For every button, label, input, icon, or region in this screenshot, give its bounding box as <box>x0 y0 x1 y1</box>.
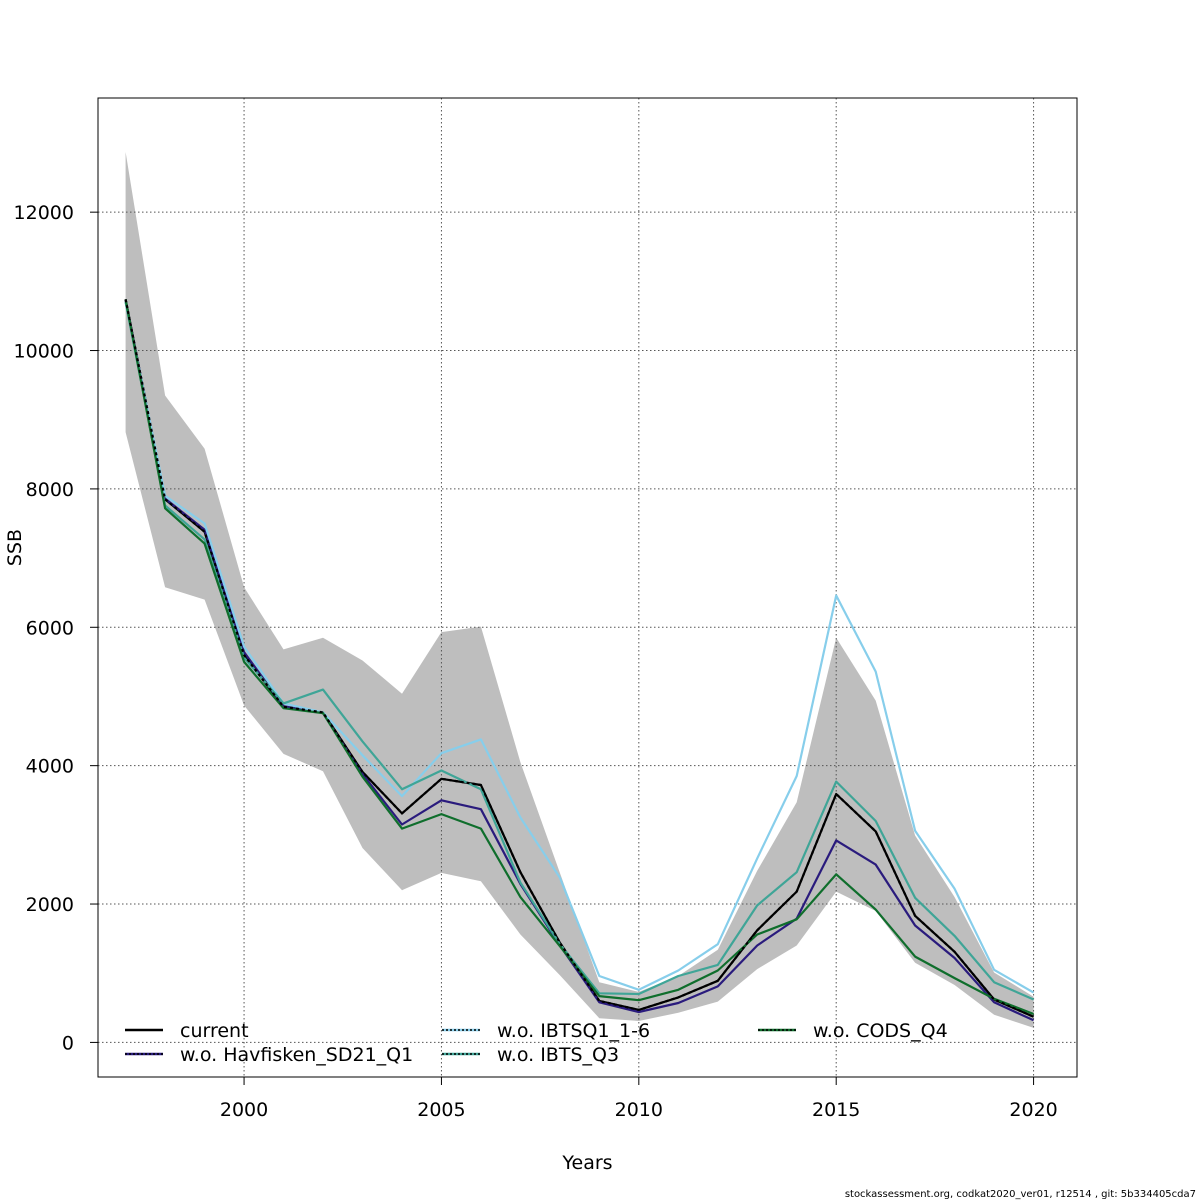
y-tick-label-2000: 2000 <box>26 894 74 916</box>
y-axis: 0 2000 4000 6000 8000 10000 12000 <box>14 202 98 1054</box>
legend-item-w-o-ibts-q3: w.o. IBTS_Q3 <box>442 1044 619 1066</box>
x-axis: 2000 2005 2010 2015 2020 <box>220 1077 1058 1121</box>
y-tick-label-0: 0 <box>62 1032 74 1054</box>
legend-item-current: current <box>125 1020 249 1042</box>
x-axis-title: Years <box>561 1152 612 1174</box>
plot-frame <box>97 97 1078 1078</box>
confidence-band-layer <box>125 152 1034 1028</box>
x-tick-label-2020: 2020 <box>1009 1099 1057 1121</box>
legend-item-w-o-cods-q4: w.o. CODS_Q4 <box>758 1020 948 1042</box>
y-tick-label-10000: 10000 <box>14 341 74 363</box>
y-tick-label-12000: 12000 <box>14 202 74 224</box>
x-tick-label-2000: 2000 <box>220 1099 268 1121</box>
legend-label: current <box>180 1020 249 1042</box>
confidence-band <box>125 152 1034 1028</box>
x-tick-label-2005: 2005 <box>417 1099 465 1121</box>
series-line-current-overlay <box>124 299 1035 1018</box>
y-tick-label-4000: 4000 <box>26 756 74 778</box>
series-line-w-o-cods-q4 <box>124 299 1034 1016</box>
y-tick-label-6000: 6000 <box>26 617 74 639</box>
legend-item-w-o-havfisken-sd21-q1: w.o. Havfisken_SD21_Q1 <box>125 1044 413 1066</box>
series-line-w-o-ibtsq1-1-6 <box>124 301 1035 994</box>
legend-label: w.o. IBTSQ1_1-6 <box>497 1020 650 1042</box>
x-tick-label-2010: 2010 <box>615 1099 663 1121</box>
footer-credit: stockassessment.org, codkat2020_ver01, r… <box>845 1189 1196 1200</box>
series-line-w-o-ibts-q3 <box>124 301 1035 1001</box>
gridlines <box>98 98 1077 1077</box>
y-axis-title: SSB <box>4 529 26 566</box>
legend-label: w.o. CODS_Q4 <box>813 1020 948 1042</box>
y-tick-label-8000: 8000 <box>26 479 74 501</box>
x-tick-label-2015: 2015 <box>812 1099 860 1121</box>
legend-item-w-o-ibtsq1-1-6: w.o. IBTSQ1_1-6 <box>442 1020 650 1042</box>
legend-label: w.o. Havfisken_SD21_Q1 <box>180 1044 413 1066</box>
series-lines <box>124 299 1035 1022</box>
legend-label: w.o. IBTS_Q3 <box>497 1044 619 1066</box>
